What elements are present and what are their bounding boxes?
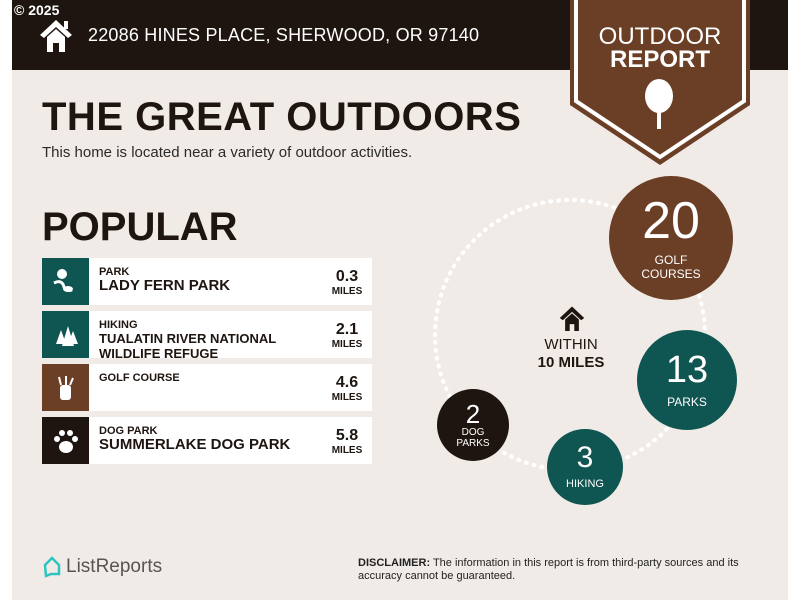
hiking-count: 3 HIKING xyxy=(547,429,623,505)
page-subtitle: This home is located near a variety of o… xyxy=(42,144,413,161)
page-title: THE GREAT OUTDOORS xyxy=(42,95,522,139)
tree-icon xyxy=(645,79,673,129)
item-category: GOLF COURSE xyxy=(99,372,180,384)
disclaimer: DISCLAIMER: The information in this repo… xyxy=(358,557,739,582)
outdoor-report-badge xyxy=(570,0,750,165)
item-category: HIKING xyxy=(99,319,138,331)
radius-label: WITHIN 10 MILES xyxy=(537,336,605,371)
copyright: © 2025 xyxy=(14,2,60,18)
item-distance: 0.3 xyxy=(335,268,359,285)
home-icon xyxy=(40,20,72,52)
item-name: SUMMERLAKE DOG PARK xyxy=(99,436,291,453)
paw-icon xyxy=(42,417,89,464)
item-unit: MILES xyxy=(331,286,363,297)
popular-item: HIKING TUALATIN RIVER NATIONAL WILDLIFE R… xyxy=(42,311,372,361)
property-address: 22086 HINES PLACE, SHERWOOD, OR 97140 xyxy=(88,25,480,45)
golf-courses-count: 20 GOLF COURSES xyxy=(609,176,733,300)
item-distance: 2.1 xyxy=(335,321,359,338)
popular-item: DOG PARK SUMMERLAKE DOG PARK 5.8 MILES xyxy=(42,417,372,464)
item-distance: 4.6 xyxy=(335,374,359,391)
item-unit: MILES xyxy=(331,392,363,403)
item-distance: 5.8 xyxy=(335,427,359,444)
trees-icon xyxy=(42,311,89,358)
item-name: TUALATIN RIVER NATIONAL WILDLIFE REFUGE xyxy=(99,331,276,361)
listreports-logo: ListReports xyxy=(42,556,162,578)
popular-item: GOLF COURSE 4.6 MILES xyxy=(42,364,372,411)
item-name: LADY FERN PARK xyxy=(99,277,231,294)
parks-count: 13 PARKS xyxy=(637,330,737,430)
badge-line1: OUTDOOR xyxy=(598,23,722,50)
item-unit: MILES xyxy=(331,445,363,456)
popular-item: PARK LADY FERN PARK 0.3 MILES xyxy=(42,258,372,305)
item-category: PARK xyxy=(99,266,130,278)
park-icon xyxy=(42,258,89,305)
badge-line2: REPORT xyxy=(609,46,710,73)
home-icon xyxy=(559,306,585,331)
popular-heading: POPULAR xyxy=(42,205,238,249)
item-unit: MILES xyxy=(331,339,363,350)
item-category: DOG PARK xyxy=(99,425,158,437)
golf-bag-icon xyxy=(42,364,89,411)
dog-parks-count: 2 DOG PARKS xyxy=(437,389,509,461)
